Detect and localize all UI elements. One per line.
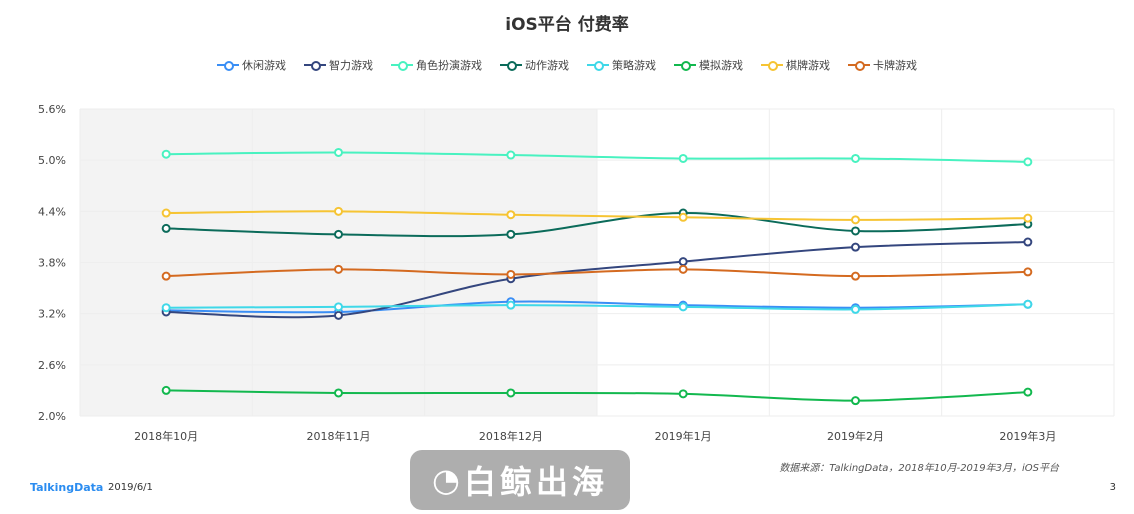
x-tick-label: 2018年12月 (479, 429, 543, 443)
legend-item[interactable]: 角色扮演游戏 (391, 57, 482, 73)
data-point (1023, 237, 1033, 247)
series-line (166, 212, 1028, 238)
data-point (334, 229, 343, 239)
data-point (851, 226, 860, 236)
data-point (506, 229, 516, 239)
legend-marker-icon (391, 60, 413, 71)
data-point (851, 304, 860, 314)
x-tick-label: 2018年11月 (307, 429, 371, 443)
data-point (506, 269, 516, 279)
data-point (1023, 267, 1033, 277)
data-point (678, 257, 688, 267)
legend-item[interactable]: 休闲游戏 (217, 57, 286, 73)
series-line (166, 268, 1028, 278)
report-date: 2019/6/1 (108, 482, 153, 493)
data-point (334, 388, 343, 398)
legend-marker-icon (217, 60, 239, 71)
legend-label: 角色扮演游戏 (416, 59, 482, 72)
legend-marker-icon (761, 60, 783, 71)
data-point (678, 153, 688, 163)
legend-label: 模拟游戏 (699, 59, 743, 72)
page-number: 3 (1109, 482, 1116, 493)
legend-label: 策略游戏 (612, 59, 656, 72)
data-point (506, 210, 516, 220)
x-tick-label: 2019年1月 (655, 429, 712, 443)
data-point (506, 150, 516, 160)
legend-marker-icon (304, 60, 326, 71)
data-point (161, 303, 171, 313)
legend-label: 休闲游戏 (242, 59, 286, 72)
y-tick-label: 2.6% (38, 359, 66, 372)
series-line (166, 389, 1028, 402)
watermark-logo: ◔ 白鲸出海 (410, 450, 630, 510)
legend-marker-icon (587, 60, 609, 71)
x-tick-label: 2018年10月 (134, 429, 198, 443)
data-point (334, 264, 343, 274)
data-point (851, 242, 860, 252)
data-point (1023, 157, 1033, 167)
data-source: 数据来源：TalkingData，2018年10月-2019年3月，iOS平台 (779, 463, 1059, 474)
data-point (851, 396, 860, 406)
legend-marker-icon (848, 60, 870, 71)
series-line (166, 303, 1028, 311)
data-point (161, 271, 171, 281)
legend: 休闲游戏 智力游戏 角色扮演游戏 动作游戏 策略游戏 模拟游戏 棋牌游戏 卡牌游戏 (0, 57, 1134, 73)
data-point (678, 389, 688, 399)
data-point (506, 388, 516, 398)
chart-title: iOS平台 付费率 (505, 15, 629, 35)
data-point (851, 271, 860, 281)
y-tick-label: 3.2% (38, 308, 66, 321)
legend-label: 卡牌游戏 (873, 59, 917, 72)
legend-item[interactable]: 智力游戏 (304, 57, 373, 73)
y-tick-label: 5.6% (38, 103, 66, 116)
data-point (1023, 213, 1033, 223)
series-line (166, 300, 1028, 314)
data-point (334, 147, 343, 157)
watermark-text: 白鲸出海 (463, 463, 608, 501)
y-tick-label: 4.4% (38, 205, 66, 218)
data-point (161, 149, 171, 159)
y-tick-label: 2.0% (38, 410, 66, 423)
data-point (851, 153, 860, 163)
brand-logo: TalkingData (30, 481, 104, 494)
legend-item[interactable]: 动作游戏 (500, 57, 569, 73)
data-point (334, 302, 343, 312)
legend-label: 动作游戏 (525, 59, 569, 72)
data-point (678, 212, 688, 222)
data-point (334, 310, 343, 320)
data-point (1023, 387, 1033, 397)
data-point (1023, 299, 1033, 309)
series-line (166, 241, 1028, 319)
legend-marker-icon (674, 60, 696, 71)
x-tick-label: 2019年2月 (827, 429, 884, 443)
data-point (678, 264, 688, 274)
y-tick-label: 3.8% (38, 257, 66, 270)
data-point (161, 208, 171, 218)
data-point (161, 223, 171, 233)
data-point (334, 206, 343, 216)
data-point (161, 385, 171, 395)
series-line (166, 151, 1028, 163)
legend-item[interactable]: 棋牌游戏 (761, 57, 830, 73)
legend-item[interactable]: 卡牌游戏 (848, 57, 917, 73)
data-point (851, 215, 860, 225)
legend-label: 智力游戏 (329, 59, 373, 72)
legend-label: 棋牌游戏 (786, 59, 830, 72)
legend-item[interactable]: 策略游戏 (587, 57, 656, 73)
legend-marker-icon (500, 60, 522, 71)
y-tick-label: 5.0% (38, 154, 66, 167)
legend-item[interactable]: 模拟游戏 (674, 57, 743, 73)
data-point (506, 300, 516, 310)
data-point (678, 302, 688, 312)
series-line (166, 210, 1028, 221)
x-tick-label: 2019年3月 (999, 429, 1056, 443)
